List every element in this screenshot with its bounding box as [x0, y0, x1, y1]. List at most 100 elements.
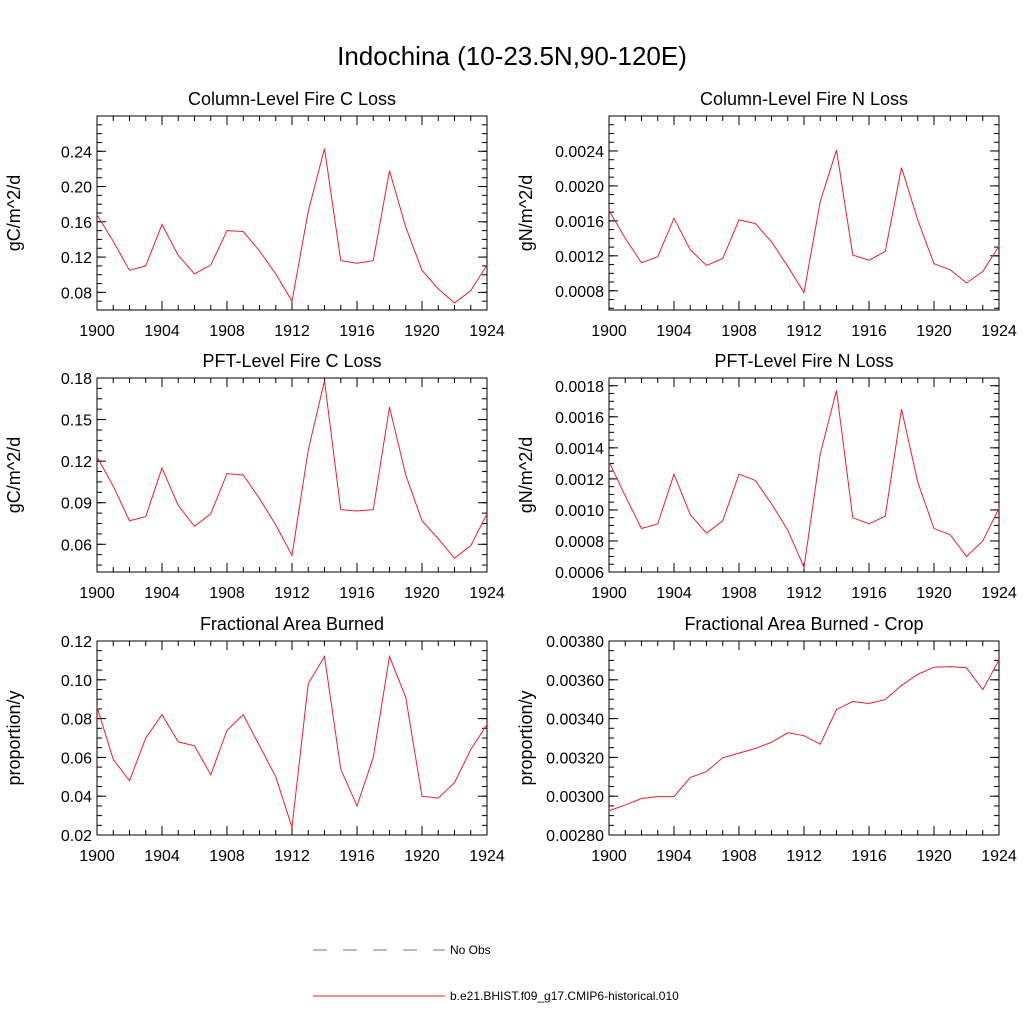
x-tick-label: 1920	[404, 848, 440, 865]
y-tick-label: 0.00300	[546, 789, 604, 806]
x-tick-label: 1924	[981, 848, 1017, 865]
chart-panel-2: 1900 1904 1908 1912 1916 1920 1924 0.06 0.09 0.12…	[4, 351, 505, 602]
x-tick-label: 1912	[274, 585, 310, 602]
y-axis-label: gN/m^2/d	[516, 437, 536, 513]
x-tick-label: 1912	[274, 323, 310, 340]
y-tick-label: 0.12	[61, 634, 92, 651]
series-line	[608, 659, 1000, 812]
y-tick-label: 0.15	[61, 413, 92, 430]
x-tick-label: 1904	[656, 323, 692, 340]
x-tick-label: 1920	[404, 585, 440, 602]
panels: 1900 1904 1908 1912 1916 1920 1924 0.08 0.12 0.16…	[4, 89, 1017, 865]
y-tick-label: 0.00340	[546, 712, 604, 729]
y-tick-label: 0.10	[61, 673, 92, 690]
x-tick-label: 1916	[851, 848, 887, 865]
x-tick-label: 1900	[591, 848, 627, 865]
x-tick-label: 1900	[79, 585, 115, 602]
y-tick-label: 0.06	[61, 750, 92, 767]
x-tick-label: 1924	[981, 323, 1017, 340]
x-tick-label: 1908	[721, 848, 757, 865]
y-tick-label: 0.12	[61, 454, 92, 471]
series-line	[608, 149, 1000, 294]
y-tick-label: 0.08	[61, 285, 92, 302]
x-tick-label: 1916	[339, 585, 375, 602]
y-tick-label: 0.18	[61, 371, 92, 388]
panel-title: Fractional Area Burned	[200, 614, 384, 634]
x-tick-label: 1916	[851, 585, 887, 602]
y-axis-label: gN/m^2/d	[516, 175, 536, 251]
panel-title: Column-Level Fire C Loss	[188, 89, 396, 109]
x-tick-label: 1900	[79, 848, 115, 865]
legend-label-no-obs: No Obs	[450, 943, 491, 957]
y-tick-label: 0.08	[61, 712, 92, 729]
y-tick-label: 0.0010	[555, 503, 604, 520]
plot-frame	[608, 640, 1000, 836]
x-tick-label: 1908	[209, 585, 245, 602]
x-tick-label: 1916	[339, 323, 375, 340]
x-tick-label: 1924	[469, 323, 505, 340]
series-line	[96, 654, 488, 828]
x-tick-label: 1912	[786, 585, 822, 602]
plot-frame	[96, 115, 488, 311]
y-tick-label: 0.0008	[555, 534, 604, 551]
x-tick-label: 1904	[144, 848, 180, 865]
series-line	[96, 148, 488, 304]
y-tick-label: 0.00360	[546, 673, 604, 690]
x-tick-label: 1904	[656, 585, 692, 602]
panel-title: PFT-Level Fire N Loss	[714, 351, 893, 371]
y-axis-label: proportion/y	[516, 690, 536, 785]
x-tick-label: 1912	[786, 848, 822, 865]
x-tick-label: 1920	[404, 323, 440, 340]
x-tick-label: 1900	[591, 585, 627, 602]
panel-title: PFT-Level Fire C Loss	[202, 351, 381, 371]
series-line	[96, 380, 488, 559]
panel-title: Column-Level Fire N Loss	[700, 89, 908, 109]
x-tick-label: 1900	[591, 323, 627, 340]
y-tick-label: 0.0016	[555, 214, 604, 231]
plot-frame	[608, 377, 1000, 573]
figure-title: Indochina (10-23.5N,90-120E)	[337, 41, 687, 71]
y-tick-label: 0.0008	[555, 284, 604, 301]
x-tick-label: 1912	[786, 323, 822, 340]
panel-title: Fractional Area Burned - Crop	[684, 614, 923, 634]
plot-frame	[608, 115, 1000, 311]
chart-panel-4: 1900 1904 1908 1912 1916 1920 1924 0.02 0.04 0.06…	[4, 614, 505, 865]
y-axis-label: gC/m^2/d	[4, 437, 24, 513]
chart-panel-0: 1900 1904 1908 1912 1916 1920 1924 0.08 0.12 0.16…	[4, 89, 505, 340]
x-tick-label: 1904	[144, 323, 180, 340]
x-tick-label: 1904	[144, 585, 180, 602]
x-tick-label: 1912	[274, 848, 310, 865]
y-tick-label: 0.20	[61, 180, 92, 197]
series-line	[608, 390, 1000, 570]
y-tick-label: 0.0014	[555, 441, 604, 458]
y-tick-label: 0.02	[61, 828, 92, 845]
y-tick-label: 0.09	[61, 496, 92, 513]
y-tick-label: 0.0024	[555, 144, 604, 161]
y-tick-label: 0.16	[61, 215, 92, 232]
y-tick-label: 0.04	[61, 789, 92, 806]
x-tick-label: 1916	[851, 323, 887, 340]
y-axis-label: gC/m^2/d	[4, 175, 24, 251]
x-tick-label: 1920	[916, 848, 952, 865]
x-tick-label: 1920	[916, 323, 952, 340]
y-tick-label: 0.0018	[555, 379, 604, 396]
x-tick-label: 1924	[469, 848, 505, 865]
chart-panel-1: 1900 1904 1908 1912 1916 1920 1924 0.0008 0.0012…	[516, 89, 1017, 340]
plot-frame	[96, 640, 488, 836]
x-tick-label: 1924	[469, 585, 505, 602]
x-tick-label: 1908	[209, 323, 245, 340]
y-tick-label: 0.12	[61, 250, 92, 267]
y-tick-label: 0.0016	[555, 410, 604, 427]
x-tick-label: 1908	[721, 323, 757, 340]
y-tick-label: 0.0012	[555, 249, 604, 266]
y-tick-label: 0.00280	[546, 828, 604, 845]
y-tick-label: 0.0006	[555, 565, 604, 582]
y-tick-label: 0.0012	[555, 472, 604, 489]
chart-panel-5: 1900 1904 1908 1912 1916 1920 1924 0.00280 0.003…	[516, 614, 1017, 865]
plot-frame	[96, 377, 488, 573]
x-tick-label: 1908	[721, 585, 757, 602]
x-tick-label: 1904	[656, 848, 692, 865]
x-tick-label: 1916	[339, 848, 375, 865]
legend-label-model: b.e21.BHIST.f09_g17.CMIP6-historical.010	[450, 989, 679, 1003]
